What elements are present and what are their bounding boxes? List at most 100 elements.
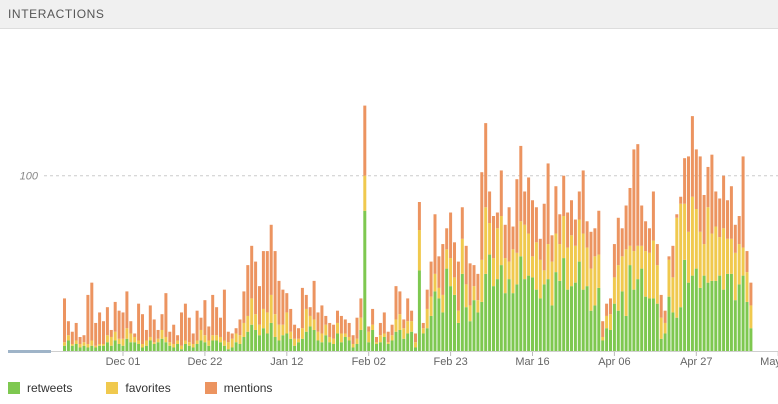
bar-favorites [421,328,425,334]
bar-mentions [277,280,281,325]
legend-item-mentions[interactable]: mentions [204,381,272,395]
gridlines: 100 [20,171,778,183]
bar-retweets [180,349,183,351]
bar-favorites [355,338,359,344]
bar-favorites [648,252,651,299]
bar-retweets [546,279,550,351]
bar-retweets [659,338,663,351]
bar-favorites [320,333,324,343]
bar-favorites [304,308,308,332]
bar-retweets [741,275,745,351]
bar-mentions [741,156,745,248]
bar-favorites [687,231,690,283]
bar-favorites [690,196,694,276]
bar-retweets [289,338,293,351]
bar-mentions [737,216,741,245]
bar-mentions [749,282,753,306]
bar-retweets [663,333,667,351]
bar-favorites [453,277,456,295]
bar-favorites [601,336,605,341]
bar-favorites [577,219,581,262]
bar-favorites [515,252,519,285]
bar-mentions [402,319,406,329]
bar-retweets [632,289,636,351]
legend-item-favorites[interactable]: favorites [106,381,171,395]
bar-retweets [554,272,558,351]
bar-mentions [168,331,172,343]
bar-retweets [601,340,605,351]
bar-favorites [714,226,718,281]
bar-retweets [273,336,277,351]
bar-mentions [152,319,156,343]
bar-mentions [222,289,226,341]
bar-mentions [718,198,722,238]
bar-favorites [609,314,612,330]
bar-mentions [78,336,82,344]
bar-favorites [343,333,347,337]
bar-favorites [316,331,320,341]
bar-favorites [297,338,300,343]
bar-favorites [534,242,538,290]
bar-mentions [363,105,367,176]
bar-retweets [183,343,187,351]
bar-mentions [133,333,137,337]
bar-retweets [499,265,503,351]
bar-mentions [156,329,160,339]
bar-mentions [406,298,410,322]
x-tick-label: Jan 12 [270,356,303,368]
bar-mentions [538,238,542,260]
bar-retweets [492,286,495,351]
bar-favorites [585,247,589,287]
bar-mentions [687,156,690,232]
bar-favorites [109,336,113,346]
bar-mentions [261,251,265,309]
bar-favorites [449,258,453,287]
bar-favorites [429,296,433,316]
bar-retweets [733,300,737,351]
bar-retweets [230,347,234,351]
scroll-handle[interactable] [8,350,51,353]
bar-mentions [417,202,421,231]
bar-mentions [164,293,168,337]
bar-retweets [585,286,589,351]
bar-mentions [398,291,402,315]
bar-favorites [363,175,367,211]
bar-retweets [406,333,410,351]
bar-retweets [78,347,82,351]
bar-mentions [242,291,246,323]
bar-favorites [180,345,183,350]
bar-retweets [612,303,616,351]
bar-favorites [488,223,492,255]
bar-favorites [445,249,449,269]
bar-mentions [499,170,503,217]
bar-retweets [503,293,507,351]
bar-mentions [655,244,659,266]
bar-favorites [332,338,336,344]
bar-retweets [98,345,102,351]
bar-mentions [339,315,343,334]
bar-favorites [144,340,148,346]
bar-retweets [121,345,125,351]
bar-mentions [534,207,538,243]
bar-favorites [246,315,250,332]
bar-retweets [238,343,242,351]
bar-retweets [187,345,191,351]
bar-retweets [211,340,215,351]
bar-retweets [328,342,332,351]
bar-retweets [382,336,386,351]
bar-retweets [640,268,644,351]
bar-favorites [441,294,445,313]
bar-retweets [324,335,328,351]
bar-favorites [105,335,109,343]
bar-favorites [238,335,242,344]
bar-mentions [433,214,437,274]
bar-mentions [258,286,261,325]
bar-retweets [164,342,168,351]
bar-retweets [70,345,74,351]
bar-retweets [250,324,254,351]
bar-retweets [137,343,141,351]
legend-item-retweets[interactable]: retweets [8,381,72,395]
bar-mentions [328,322,332,337]
bar-mentions [523,191,527,225]
bar-favorites [651,240,655,299]
